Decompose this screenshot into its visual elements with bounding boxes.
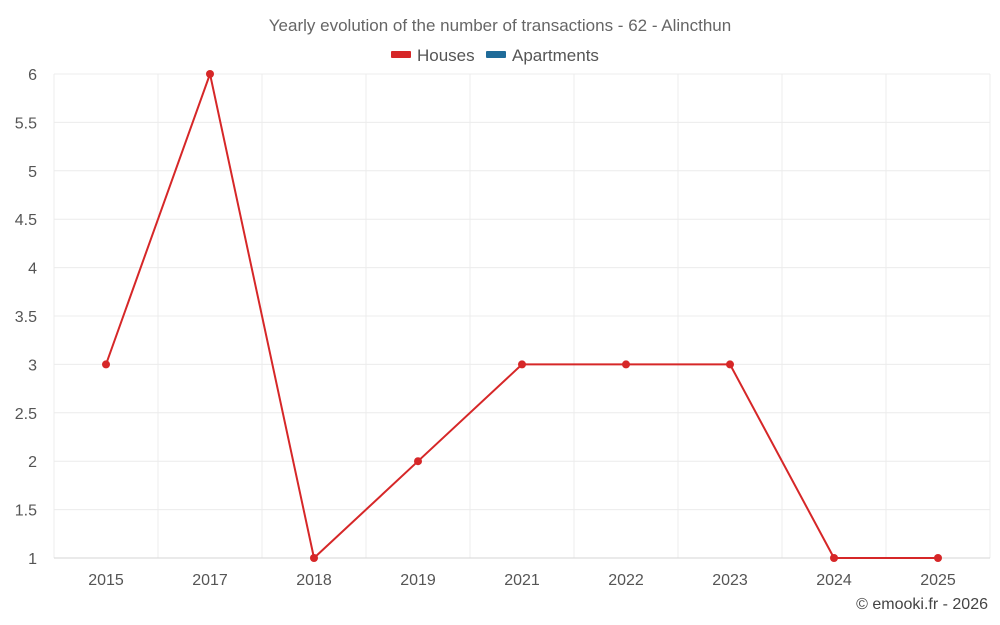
- legend-label-apartments[interactable]: Apartments: [512, 46, 599, 65]
- data-point[interactable]: [310, 554, 318, 562]
- y-tick-label: 1.5: [15, 503, 37, 520]
- x-tick-label: 2019: [400, 572, 436, 589]
- data-point[interactable]: [622, 360, 630, 369]
- data-point[interactable]: [934, 554, 942, 562]
- y-tick-label: 5: [28, 164, 37, 181]
- x-tick-label: 2022: [608, 572, 644, 589]
- legend[interactable]: Houses Apartments: [391, 46, 599, 65]
- x-tick-label: 2021: [504, 572, 540, 589]
- legend-swatch-houses[interactable]: [391, 51, 411, 58]
- x-axis: 2015 2017 2018 2019 2021 2022 2023 2024 2025: [54, 557, 990, 589]
- data-point[interactable]: [726, 360, 734, 369]
- x-tick-label: 2024: [816, 572, 852, 589]
- data-point[interactable]: [102, 360, 110, 369]
- y-tick-label: 3: [28, 357, 37, 374]
- grid-lines: [53, 73, 991, 558]
- y-tick-label: 4.5: [15, 212, 37, 229]
- x-tick-label: 2018: [296, 572, 332, 589]
- y-tick-label: 2.5: [15, 406, 37, 423]
- y-tick-label: 4: [28, 261, 37, 278]
- y-tick-label: 1: [28, 551, 37, 568]
- x-tick-label: 2017: [192, 572, 228, 589]
- legend-label-houses[interactable]: Houses: [417, 46, 475, 65]
- x-tick-label: 2023: [712, 572, 748, 589]
- data-point[interactable]: [830, 554, 838, 562]
- chart-title: Yearly evolution of the number of transa…: [269, 16, 731, 35]
- data-point[interactable]: [206, 70, 214, 78]
- y-tick-label: 6: [28, 67, 37, 84]
- x-tick-label: 2025: [920, 572, 956, 589]
- y-axis: 1 1.5 2 2.5 3 3.5 4 4.5 5 5.5 6: [15, 67, 37, 568]
- y-tick-label: 3.5: [15, 309, 37, 326]
- plot-area: [102, 70, 942, 562]
- credit-text[interactable]: © emooki.fr - 2026: [856, 596, 988, 613]
- x-tick-label: 2015: [88, 572, 124, 589]
- legend-swatch-apartments[interactable]: [486, 51, 506, 58]
- data-point[interactable]: [414, 457, 422, 466]
- y-tick-label: 2: [28, 454, 37, 471]
- y-tick-label: 5.5: [15, 115, 37, 132]
- data-point[interactable]: [518, 360, 526, 369]
